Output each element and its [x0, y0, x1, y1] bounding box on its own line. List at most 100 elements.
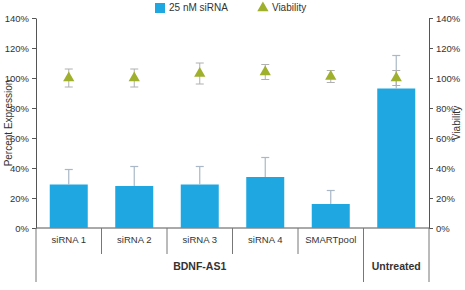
tick-label: 120% [5, 43, 30, 54]
tick-label: 0% [436, 223, 450, 234]
tick-label: SMARTpool [305, 234, 356, 245]
legend: 25 nM siRNA Viability [155, 1, 306, 13]
separators [36, 228, 429, 282]
tick-mark [32, 138, 36, 139]
error-cap [130, 69, 138, 70]
marker [194, 67, 205, 77]
y2-axis-title: Viability [451, 106, 462, 140]
error-cap [392, 70, 400, 71]
tick: siRNA 1 [52, 228, 86, 245]
axis-line [36, 19, 37, 229]
y2-axis: 0%20%40%60%80%100%120%140% [429, 13, 461, 234]
tick-mark [429, 228, 433, 229]
error-cap [65, 69, 73, 70]
tick-mark [429, 198, 433, 199]
tick-mark [32, 48, 36, 49]
tick: siRNA 2 [117, 228, 151, 245]
tick-label: siRNA 1 [52, 234, 86, 245]
tick-mark [429, 78, 433, 79]
separator [429, 228, 430, 282]
error-bar [261, 158, 269, 178]
separator [101, 228, 102, 254]
tick: SMARTpool [305, 228, 356, 245]
tick-mark [429, 168, 433, 169]
error-cap [65, 87, 73, 88]
bar [246, 177, 284, 228]
error-bar [130, 167, 138, 187]
error-cap [65, 169, 73, 170]
tick-mark [429, 138, 433, 139]
separator [167, 228, 168, 254]
marker [391, 71, 402, 81]
marker [260, 65, 271, 75]
tick: siRNA 3 [183, 228, 217, 245]
series-0 [50, 56, 415, 229]
marker [129, 71, 140, 81]
tick-mark [32, 168, 36, 169]
tick-mark [429, 108, 433, 109]
tick-label: 140% [5, 13, 30, 24]
tick-mark [32, 228, 36, 229]
error-line [134, 167, 135, 187]
legend-swatch [257, 1, 268, 11]
tick: siRNA 4 [248, 228, 282, 245]
error-line [330, 191, 331, 205]
tick-label: siRNA 4 [248, 234, 282, 245]
tick-label: 140% [436, 13, 461, 24]
tick: 40% [429, 163, 456, 174]
separator [36, 228, 37, 282]
error-line [68, 170, 69, 185]
tick: 0% [429, 223, 450, 234]
error-cap [196, 84, 204, 85]
tick: 20% [429, 193, 456, 204]
group-label: Untreated [372, 260, 421, 272]
error-bar [196, 167, 204, 185]
chart-container: 0%20%40%60%80%100%120%140%0%20%40%60%80%… [0, 0, 465, 290]
tick: 80% [10, 103, 36, 114]
bar [181, 185, 219, 229]
chart: 0%20%40%60%80%100%120%140%0%20%40%60%80%… [0, 0, 465, 290]
bar [377, 89, 415, 229]
legend-label: Viability [272, 2, 306, 13]
tick: 140% [5, 13, 36, 24]
tick-label: 20% [10, 193, 30, 204]
error-cap [130, 166, 138, 167]
tick: 0% [15, 223, 36, 234]
tick-label: 40% [436, 163, 456, 174]
tick-mark [32, 78, 36, 79]
tick: 120% [5, 43, 36, 54]
separator [232, 228, 233, 254]
tick-label: 100% [436, 73, 461, 84]
tick-label: 0% [15, 223, 29, 234]
tick: 60% [10, 133, 36, 144]
marker [325, 70, 336, 80]
error-cap [392, 55, 400, 56]
tick-label: siRNA 2 [117, 234, 151, 245]
error-cap [261, 64, 269, 65]
legend-item: Viability [257, 1, 306, 12]
tick-mark [32, 18, 36, 19]
plot-area [50, 56, 415, 229]
tick-label: siRNA 3 [183, 234, 217, 245]
tick: 40% [10, 163, 36, 174]
axis-line [429, 19, 430, 229]
error-cap [196, 63, 204, 64]
bar [312, 204, 350, 228]
series-1 [63, 63, 402, 87]
tick: 120% [429, 43, 461, 54]
tick-mark [429, 48, 433, 49]
marker [63, 71, 74, 81]
tick: 20% [10, 193, 36, 204]
error-cap [261, 79, 269, 80]
legend-label: 25 nM siRNA [169, 2, 228, 13]
error-cap [392, 85, 400, 86]
error-line [199, 167, 200, 185]
tick-mark [32, 198, 36, 199]
error-cap [261, 157, 269, 158]
error-cap [327, 82, 335, 83]
tick-label: 120% [436, 43, 461, 54]
tick: 140% [429, 13, 461, 24]
error-cap [327, 190, 335, 191]
error-line [265, 158, 266, 178]
error-cap [130, 87, 138, 88]
